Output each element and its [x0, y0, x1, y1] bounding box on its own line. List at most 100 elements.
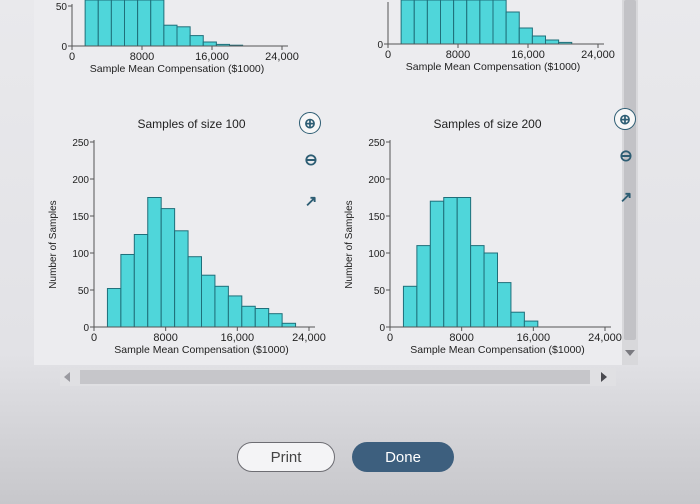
histogram-bar: [124, 0, 139, 47]
x-axis-label: Sample Mean Compensation ($1000): [410, 344, 585, 356]
x-tick-label: 8000: [449, 332, 473, 344]
histogram-bar: [214, 285, 229, 328]
histogram-bar: [110, 0, 125, 47]
histogram-bar: [160, 208, 176, 328]
x-tick-label: 0: [91, 332, 97, 344]
y-tick-label: 50: [374, 286, 386, 297]
x-tick-label: 24,000: [581, 49, 615, 61]
histogram-bar: [137, 0, 152, 47]
histogram-bar: [120, 253, 135, 328]
histogram-bar: [479, 0, 494, 45]
histogram-bar: [505, 11, 520, 45]
histogram-bar: [187, 256, 202, 328]
y-tick-label: 200: [72, 175, 89, 186]
y-tick-label: 0: [61, 42, 67, 53]
histogram-bar: [176, 26, 191, 47]
scroll-left-arrow-icon[interactable]: [64, 372, 70, 382]
x-tick-label: 24,000: [265, 51, 299, 63]
histogram-bar: [84, 0, 99, 47]
histogram-bar: [402, 285, 418, 328]
y-tick-label: 50: [78, 286, 90, 297]
histogram-bar: [227, 295, 243, 328]
histogram-bar: [174, 230, 189, 328]
histogram-bar: [492, 0, 507, 45]
x-axis-label: Sample Mean Compensation ($1000): [114, 344, 289, 356]
histogram-bar: [241, 305, 256, 328]
histogram-bar: [413, 0, 428, 45]
histogram-bar: [545, 39, 560, 45]
histogram-bar: [523, 320, 539, 328]
histogram-bar: [281, 322, 297, 328]
histogram-bar: [440, 0, 455, 45]
popout-icon-right[interactable]: ↗: [619, 188, 633, 206]
histogram-bar: [497, 282, 512, 328]
scroll-right-arrow-icon[interactable]: [601, 372, 607, 382]
zoom-out-icon[interactable]: ⊖: [304, 152, 318, 169]
histogram-bar: [163, 24, 178, 47]
x-tick-label: 0: [69, 51, 75, 63]
zoom-in-icon-right[interactable]: ⊕: [614, 108, 636, 130]
x-axis-label: Sample Mean Compensation ($1000): [90, 63, 265, 75]
zoom-in-icon[interactable]: ⊕: [299, 112, 321, 134]
histogram-bar: [400, 0, 415, 45]
histogram-bar: [147, 197, 162, 328]
popout-icon[interactable]: ↗: [304, 192, 318, 210]
y-tick-label: 100: [72, 249, 89, 260]
y-tick-label: 250: [368, 138, 385, 149]
histogram-bar: [443, 197, 458, 328]
histogram-bar: [429, 200, 445, 328]
histogram-bar: [483, 252, 498, 328]
x-tick-label: 8000: [130, 51, 154, 63]
histogram-bar: [97, 0, 112, 47]
y-axis-label: Number of Samples: [48, 200, 59, 288]
histogram-bar: [201, 274, 216, 328]
histogram-bar: [106, 288, 122, 328]
histogram-bar: [202, 41, 217, 47]
histogram-bar: [518, 27, 533, 45]
histogram-bar: [453, 0, 468, 45]
x-tick-label: 8000: [153, 332, 177, 344]
scroll-down-arrow-icon[interactable]: [625, 350, 635, 356]
x-tick-label: 8000: [446, 49, 470, 61]
print-button[interactable]: Print: [237, 442, 335, 472]
x-tick-label: 24,000: [292, 332, 326, 344]
horizontal-scrollbar[interactable]: [60, 368, 616, 386]
x-tick-label: 0: [385, 49, 391, 61]
x-tick-label: 16,000: [221, 332, 255, 344]
chart-title: Samples of size 200: [433, 117, 541, 131]
horizontal-scroll-thumb[interactable]: [80, 370, 590, 384]
x-tick-label: 16,000: [517, 332, 551, 344]
histogram-bar: [189, 35, 204, 47]
vertical-scroll-thumb[interactable]: [624, 0, 636, 340]
x-axis-label: Sample Mean Compensation ($1000): [406, 61, 581, 73]
x-tick-label: 16,000: [195, 51, 229, 63]
charts-panel: 50 0 0 8000 16,000 24,000 Sample Mean Compensa…: [34, 0, 622, 365]
done-button[interactable]: Done: [352, 442, 454, 472]
histogram-bar: [254, 308, 270, 328]
y-tick-label: 0: [379, 323, 385, 334]
y-tick-label: 50: [56, 2, 68, 13]
histogram-bar: [416, 245, 431, 328]
histogram-bar: [268, 313, 283, 328]
histogram-bar: [150, 0, 165, 47]
y-tick-label: 150: [72, 212, 89, 223]
y-tick-label: 250: [72, 138, 89, 149]
y-tick-label: 150: [368, 212, 385, 223]
histogram-bar: [426, 0, 441, 45]
histogram-bar: [510, 311, 525, 328]
chart-title: Samples of size 100: [137, 117, 245, 131]
y-tick-label: 0: [83, 323, 89, 334]
y-axis-label: Number of Samples: [344, 200, 355, 288]
histogram-bar: [470, 245, 485, 328]
x-tick-label: 0: [387, 332, 393, 344]
histogram-bar: [531, 35, 546, 45]
vertical-scrollbar[interactable]: [622, 0, 638, 365]
zoom-out-icon-right[interactable]: ⊖: [619, 148, 633, 165]
histogram-bar: [133, 234, 149, 328]
